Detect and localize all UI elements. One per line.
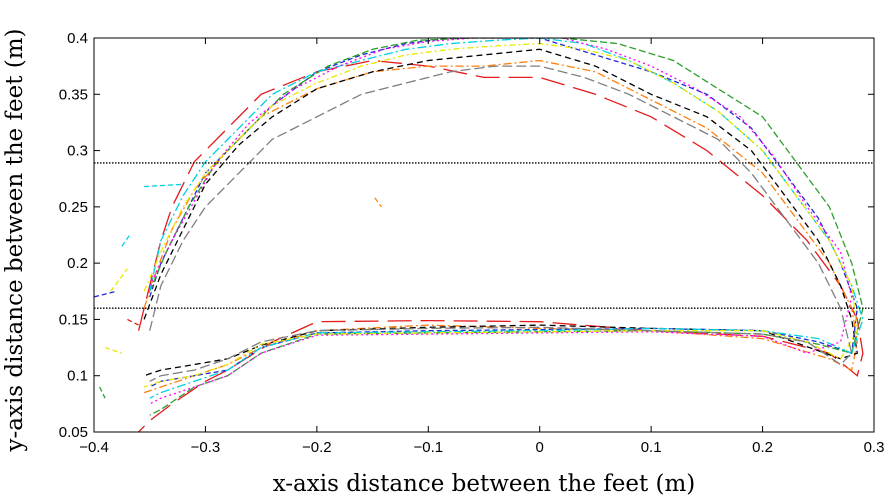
x-tick-label: 0.1 [641, 439, 662, 456]
series-line-4 [149, 38, 858, 388]
tick-layer: −0.4 −0.3 −0.2 −0.1 0 0.1 0.2 0.3 0.05 0.1 0.15 0.2… [59, 30, 885, 456]
series-line-9 [149, 65, 853, 382]
series-fragment-1 [110, 268, 128, 292]
x-tick-label: 0.3 [864, 439, 885, 456]
series-fragment-6 [374, 197, 383, 208]
y-tick-label: 0.3 [67, 143, 88, 160]
x-tick-label: −0.1 [413, 439, 443, 456]
x-tick-label: −0.2 [302, 439, 332, 456]
y-tick-label: 0.25 [59, 199, 88, 216]
x-tick-label: 0.2 [752, 439, 773, 456]
x-tick-label: −0.3 [191, 439, 221, 456]
plot-frame [93, 37, 875, 433]
y-tick-label: 0.4 [67, 30, 88, 47]
series-line-2 [143, 59, 858, 394]
x-tick-label: 0 [536, 439, 544, 456]
x-axis-label: x-axis distance between the feet (m) [273, 471, 696, 497]
series-fragment-7 [144, 183, 184, 188]
series-line-5 [149, 38, 864, 416]
series-line-7 [149, 38, 853, 405]
y-tick-label: 0.2 [67, 255, 88, 272]
series-fragment-3 [94, 290, 117, 298]
series-line-8 [143, 42, 858, 388]
series-fragment-2 [121, 234, 131, 247]
x-tick-label: −0.4 [79, 439, 109, 456]
series-fragment-8 [127, 318, 139, 326]
y-tick-label: 0.15 [59, 311, 88, 328]
series-line-1 [137, 59, 864, 432]
series-layer [94, 38, 864, 432]
y-tick-label: 0.05 [59, 424, 88, 441]
series-fragment-5 [104, 346, 123, 354]
y-axis-label: y-axis distance between the feet (m) [2, 28, 28, 452]
series-fragment-4 [99, 386, 106, 399]
series-line-3 [143, 48, 859, 377]
reference-line-layer [94, 162, 874, 309]
y-tick-label: 0.1 [67, 368, 88, 385]
y-tick-label: 0.35 [59, 86, 88, 103]
